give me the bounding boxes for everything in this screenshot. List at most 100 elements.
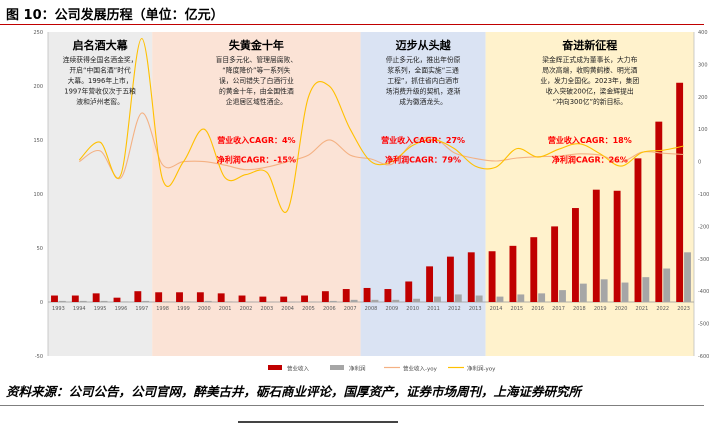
stage-description-line: 大幕。1996年上市， [68,76,133,85]
stage-description-line: 工程”，抓住省内白酒市 [387,76,459,85]
x-tick-label: 2009 [385,306,398,312]
legend-swatch [268,365,282,370]
profit-bar [642,277,650,302]
x-tick-label: 2017 [552,306,565,312]
right-tick-label: 300 [698,62,708,68]
x-tick-label: 2006 [323,306,336,312]
stage-description-line: 梁金辉正式成为董事长，大力布 [542,55,637,64]
right-tick-label: 400 [698,30,708,36]
stage-description-line: 企退居区域性酒企。 [226,97,287,106]
revenue-bar [134,291,142,302]
profit-bar [434,296,441,302]
revenue-bar [92,293,100,302]
x-tick-label: 2016 [531,306,544,312]
profit-bar [58,300,66,302]
chart-axes: -50050100150200250-600-500-400-300-200-1… [33,30,709,360]
profit-bar [204,300,212,302]
x-tick-label: 1994 [73,306,86,312]
revenue-bar [51,295,58,302]
x-tick-label: 2023 [677,306,690,312]
chart-legend: 营业收入 净利润 营业收入-yoy 净利润-yoy [268,365,496,373]
profit-bar [183,301,191,303]
x-tick-label: 2012 [448,306,461,312]
x-tick-label: 2004 [281,306,294,312]
x-tick-label: 2020 [615,306,628,312]
legend-label: 营业收入 [287,365,310,373]
revenue-bar [113,297,121,302]
stage-title: 奋进新征程 [561,38,617,52]
legend-swatch [330,365,344,370]
revenue-bar [613,190,621,302]
revenue-bar [238,295,246,302]
right-tick-label: 0 [698,160,701,166]
x-tick-label: 1993 [52,306,65,312]
left-tick-label: 50 [37,246,43,252]
x-tick-label: 2008 [365,306,378,312]
source-note: 资料来源：公司公告，公司官网，醉美古井，砺石商业评论，国厚资产，证券市场周刊，上… [6,384,582,399]
profit-cagr-label: 净利润CAGR：26% [552,155,628,165]
stage-description-line: 开启“中国名酒”时代 [69,66,131,75]
profit-bar [350,299,358,302]
bottom-divider [0,405,704,406]
profit-bar [496,296,504,302]
right-tick-label: -100 [698,192,709,198]
profit-bar [413,298,421,302]
profit-bar [559,290,566,302]
x-tick-label: 2014 [490,306,503,312]
revenue-bar [572,208,579,302]
left-tick-label: -50 [35,354,43,360]
profit-bar [329,300,337,302]
stage-description-line: 停止多元化，推出年份原 [386,55,461,64]
right-tick-label: -300 [698,257,709,263]
right-tick-label: -600 [698,354,709,360]
revenue-bar [676,82,684,302]
revenue-yoy-line [78,112,684,180]
stage-description-line: 局次高端，收购黄鹤楼、明光酒 [542,66,637,75]
x-tick-label: 1996 [115,306,128,312]
revenue-bar [426,266,434,302]
profit-cagr-label: 净利润CAGR：-15% [217,155,296,165]
stage-description-line: 液和泸州老窖。 [76,97,124,106]
revenue-bar [176,292,183,302]
x-tick-label: 2019 [594,306,607,312]
stage-description-line: 浆系列，全面实施“三通 [387,66,459,75]
x-tick-label: 2005 [302,306,315,312]
revenue-bar [196,292,204,302]
profit-bar [371,299,379,302]
x-tick-label: 1999 [177,306,190,312]
left-tick-label: 200 [33,84,43,90]
profit-bar [225,301,233,303]
chart-bars [51,82,691,303]
title-divider [0,24,704,25]
right-tick-label: -500 [698,322,709,328]
x-tick-label: 1995 [94,306,107,312]
legend-label: 净利润 [349,365,366,373]
revenue-bar [509,245,517,302]
profit-bar [392,299,400,302]
revenue-bar [592,189,600,302]
stage-description-line: 连续获得全国名酒金奖， [63,55,138,64]
revenue-bar [363,287,371,302]
stage-description-line: “降度降价”等一系列失 [222,66,290,75]
revenue-bar [488,251,496,302]
stage-description-line: 盲目多元化、管理层腐败、 [216,55,298,64]
right-tick-label: 100 [698,127,708,133]
stage-description-line: 1997年营收仅次于五粮 [64,87,136,96]
revenue-bar [321,291,329,302]
profit-bar [684,252,691,302]
profit-cagr-label: 净利润CAGR：79% [385,155,461,165]
revenue-cagr-label: 营业收入CAGR：27% [381,135,465,145]
figure-title: 图 10：公司发展历程（单位：亿元） [6,8,224,23]
profit-bar [121,301,129,303]
profit-bar [308,301,316,303]
revenue-bar [301,295,308,302]
revenue-cagr-label: 营业收入CAGR：18% [548,135,632,145]
profit-bar [100,300,108,302]
revenue-bar [217,293,225,302]
stage-description-line: “冲向300亿”的新目标。 [553,97,627,106]
x-tick-label: 2021 [636,306,649,312]
profit-bar [267,301,275,303]
profit-bar [663,268,671,302]
chart-lines [78,37,684,213]
